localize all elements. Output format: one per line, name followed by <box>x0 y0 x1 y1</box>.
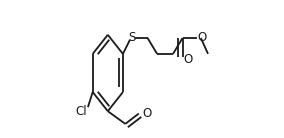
Text: S: S <box>128 31 135 44</box>
Text: O: O <box>183 53 193 66</box>
Text: O: O <box>198 31 207 44</box>
Text: O: O <box>143 107 152 120</box>
Text: Cl: Cl <box>75 105 87 118</box>
